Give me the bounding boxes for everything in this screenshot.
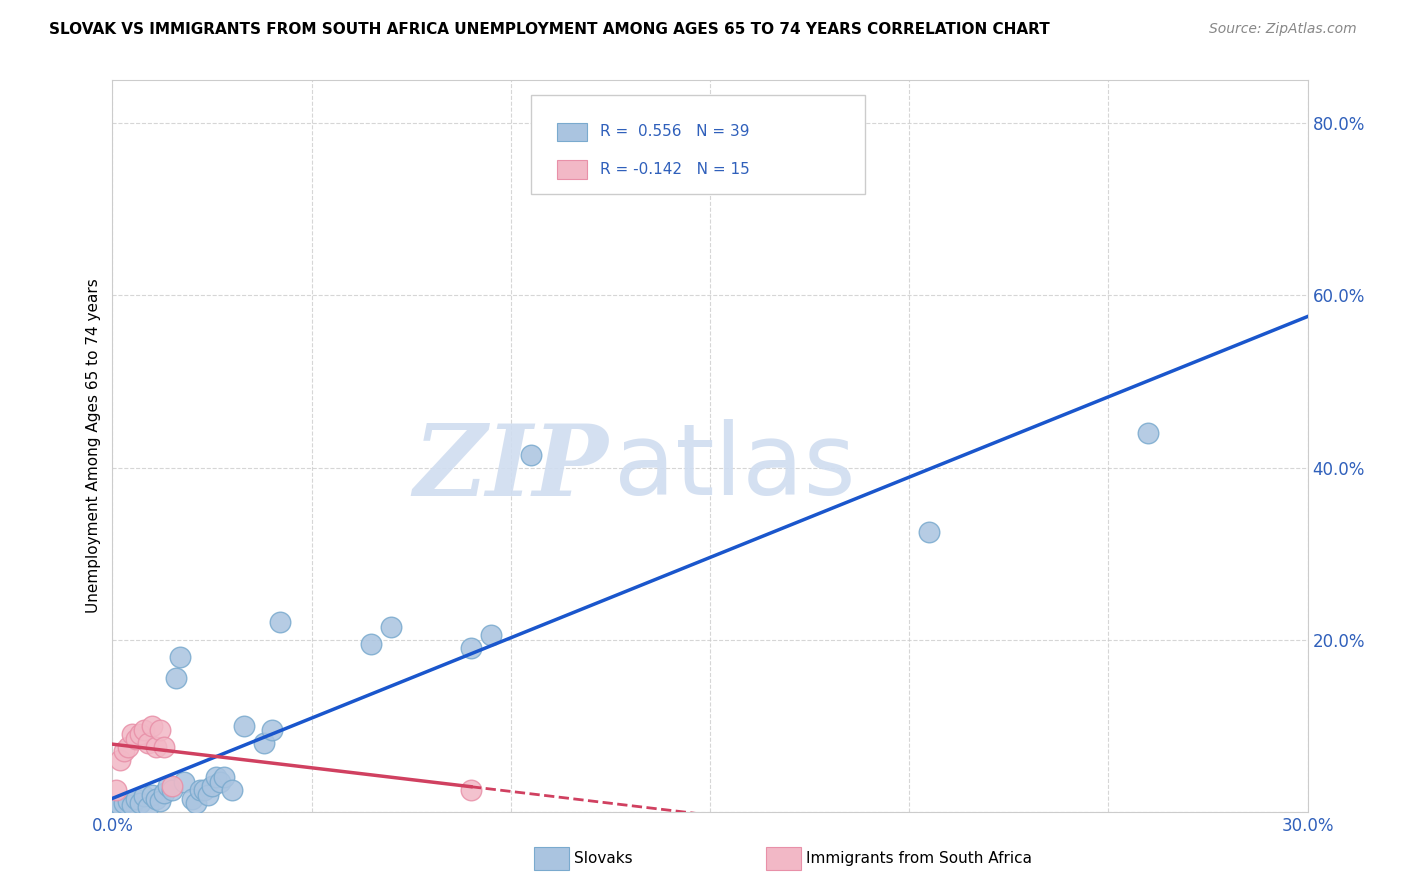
- Point: [520, 448, 543, 462]
- Point: [153, 740, 176, 755]
- Point: [105, 783, 128, 797]
- Point: [165, 671, 187, 685]
- Point: [125, 792, 148, 806]
- Point: [360, 637, 382, 651]
- Point: [121, 797, 143, 812]
- Point: [918, 524, 941, 539]
- Point: [162, 783, 183, 797]
- Point: [188, 783, 211, 797]
- Point: [129, 796, 152, 810]
- Point: [110, 753, 132, 767]
- Point: [253, 736, 276, 750]
- Point: [209, 774, 232, 789]
- Point: [181, 792, 204, 806]
- Text: R = -0.142   N = 15: R = -0.142 N = 15: [600, 162, 749, 177]
- Text: R =  0.556   N = 39: R = 0.556 N = 39: [600, 124, 749, 139]
- Point: [169, 649, 191, 664]
- Text: SLOVAK VS IMMIGRANTS FROM SOUTH AFRICA UNEMPLOYMENT AMONG AGES 65 TO 74 YEARS CO: SLOVAK VS IMMIGRANTS FROM SOUTH AFRICA U…: [49, 22, 1050, 37]
- Point: [117, 794, 139, 808]
- Point: [380, 620, 402, 634]
- Y-axis label: Unemployment Among Ages 65 to 74 years: Unemployment Among Ages 65 to 74 years: [86, 278, 101, 614]
- Bar: [557, 161, 586, 178]
- Point: [149, 723, 172, 737]
- Text: ZIP: ZIP: [413, 420, 609, 516]
- Point: [145, 792, 167, 806]
- Point: [479, 628, 502, 642]
- Point: [153, 786, 176, 800]
- Point: [197, 788, 219, 802]
- Point: [125, 731, 148, 746]
- Point: [157, 779, 180, 793]
- Point: [110, 797, 132, 812]
- Point: [460, 641, 482, 656]
- Point: [141, 788, 163, 802]
- Point: [138, 736, 160, 750]
- Point: [134, 723, 156, 737]
- Point: [212, 770, 235, 784]
- Text: Immigrants from South Africa: Immigrants from South Africa: [806, 852, 1032, 866]
- Point: [186, 796, 208, 810]
- Point: [193, 783, 215, 797]
- Point: [145, 740, 167, 755]
- Point: [162, 779, 183, 793]
- Point: [149, 794, 172, 808]
- Text: atlas: atlas: [614, 419, 856, 516]
- Point: [201, 779, 224, 793]
- Point: [221, 783, 243, 797]
- Point: [269, 615, 291, 630]
- Text: Source: ZipAtlas.com: Source: ZipAtlas.com: [1209, 22, 1357, 37]
- Point: [233, 719, 256, 733]
- Bar: [557, 122, 586, 141]
- Point: [121, 727, 143, 741]
- Point: [134, 789, 156, 804]
- Point: [117, 740, 139, 755]
- Point: [129, 727, 152, 741]
- Point: [138, 800, 160, 814]
- Point: [114, 744, 135, 758]
- FancyBboxPatch shape: [531, 95, 866, 194]
- Point: [205, 770, 228, 784]
- Point: [260, 723, 283, 737]
- Point: [114, 796, 135, 810]
- Point: [141, 719, 163, 733]
- Point: [460, 783, 482, 797]
- Point: [1137, 426, 1160, 441]
- Text: Slovaks: Slovaks: [574, 852, 633, 866]
- Point: [173, 774, 195, 789]
- Point: [105, 800, 128, 814]
